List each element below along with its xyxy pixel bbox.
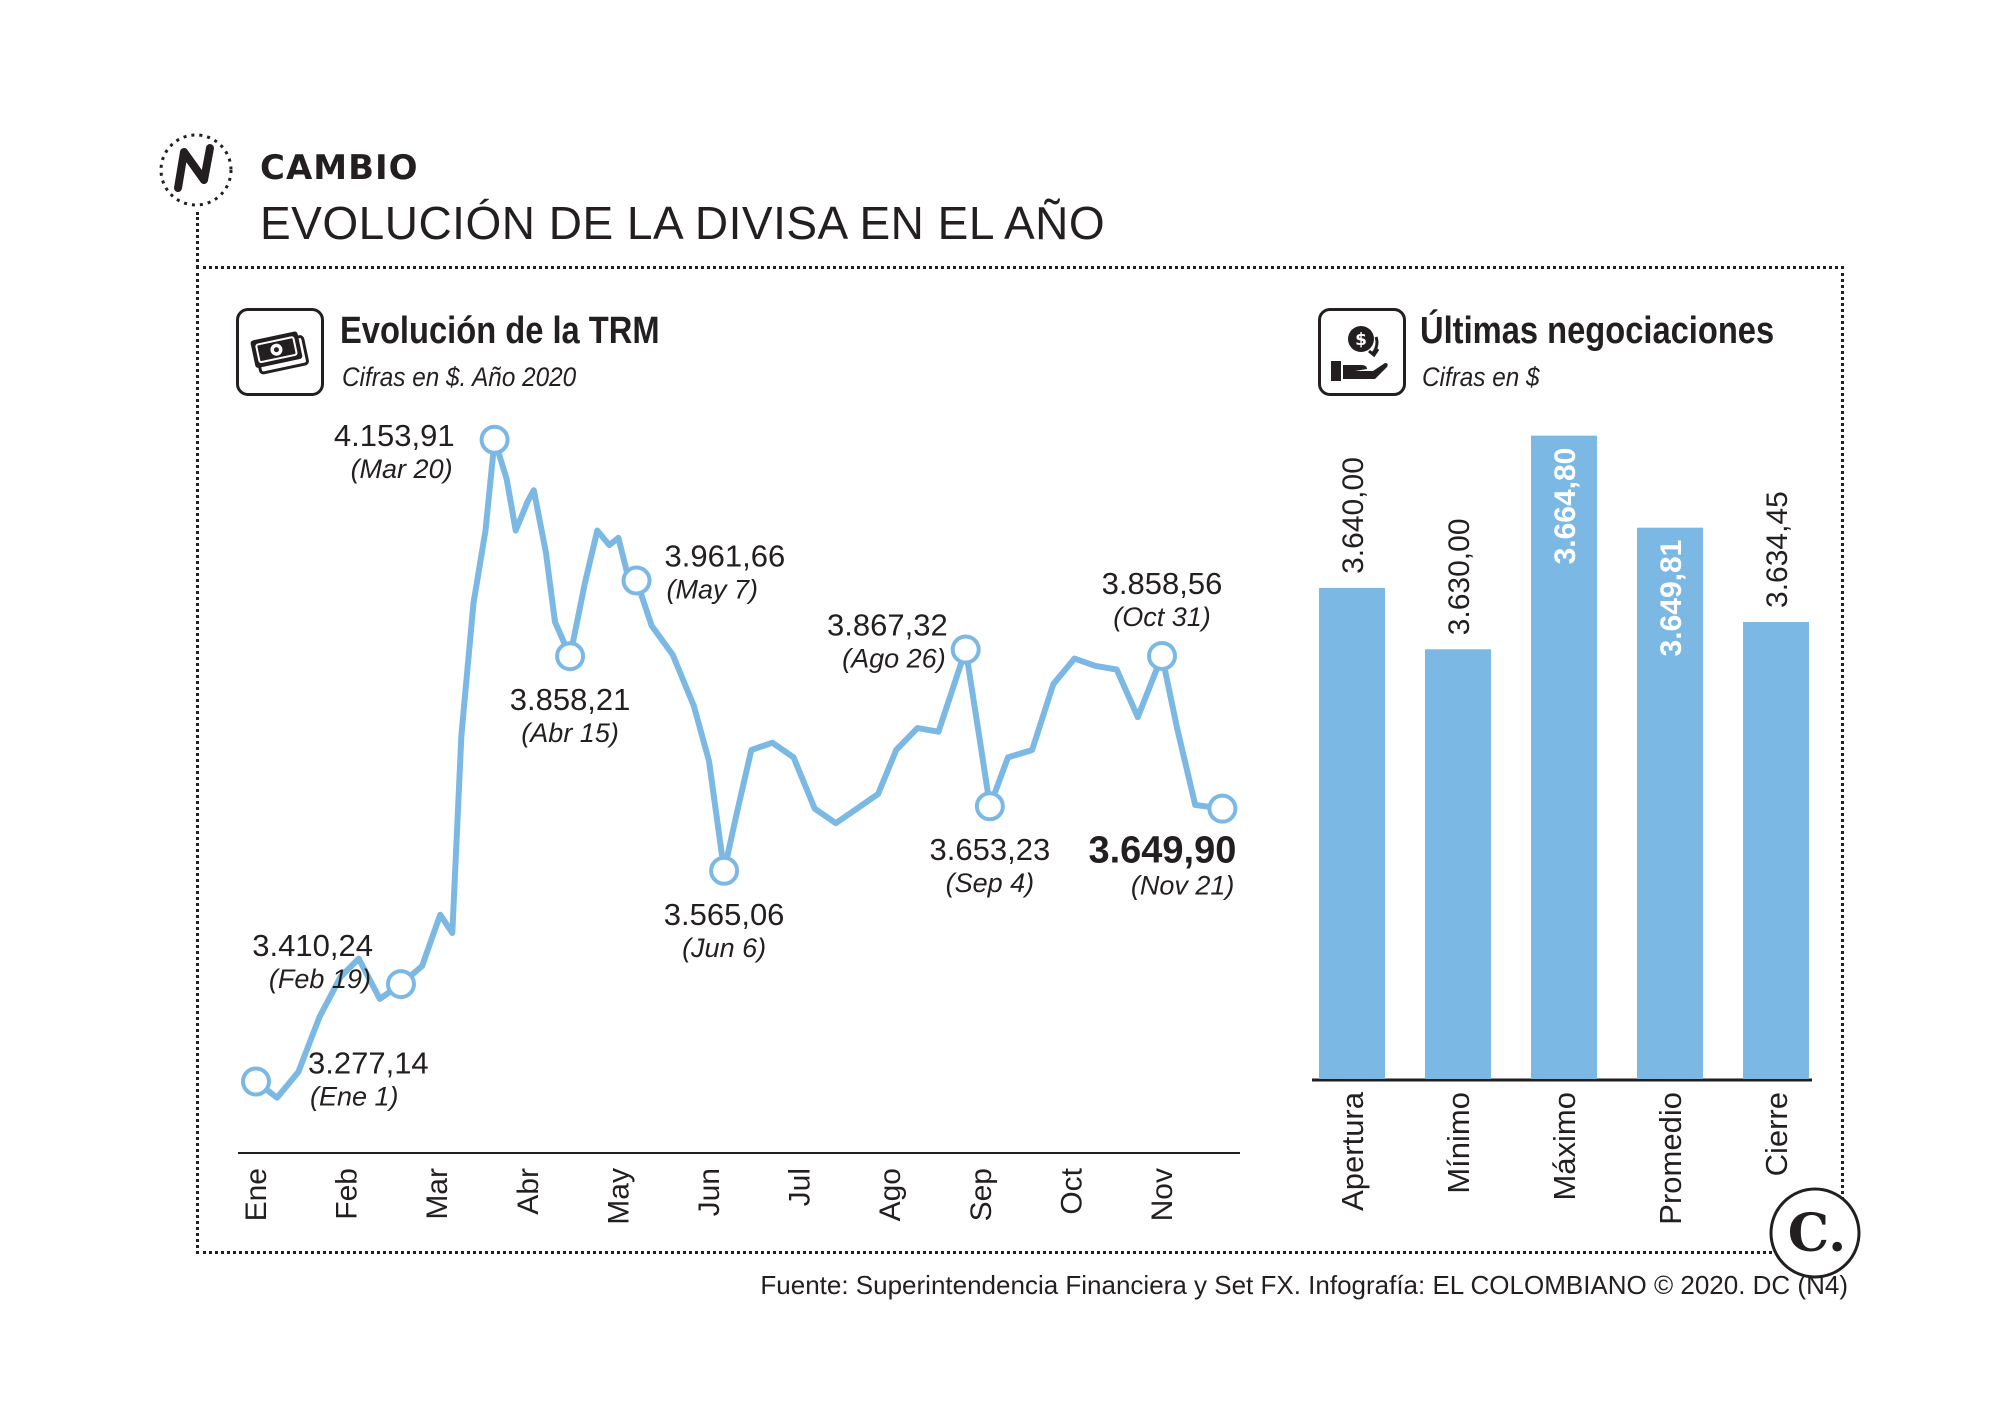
data-label-value: 3.858,56 [1102, 566, 1223, 601]
data-label-date: (Ago 26) [842, 644, 946, 674]
data-label-value: 3.410,24 [252, 928, 373, 963]
infographic-frame [196, 266, 1844, 1254]
bar-value-label: 3.634,45 [1761, 491, 1794, 608]
data-label-value: 3.653,23 [930, 832, 1051, 867]
negociaciones-bar-chart: 3.640,00 Apertura 3.630,00 Mínimo 3.664,80 Má… [1312, 435, 1812, 1225]
bar-máximo [1531, 435, 1597, 1080]
data-label-date: (May 7) [667, 574, 759, 604]
data-label-date: (Nov 21) [1131, 871, 1235, 901]
logo-letter: C. [1788, 1203, 1847, 1264]
x-tick-label: Mar [421, 1168, 454, 1220]
data-point-marker [479, 424, 510, 455]
data-label-value: 3.867,32 [827, 608, 948, 643]
x-tick-label: Abr [512, 1168, 545, 1215]
bar-promedio [1637, 527, 1703, 1079]
trm-chart-subtitle: Cifras en $. Año 2020 [342, 362, 577, 392]
bar-value-label: 3.630,00 [1443, 518, 1476, 635]
bar-value-label: 3.664,80 [1549, 448, 1582, 565]
data-point-marker [1147, 640, 1177, 671]
bar-category-label: Promedio [1653, 1092, 1688, 1225]
trm-chart-title: Evolución de la TRM [340, 310, 660, 352]
brand-n-icon [159, 133, 233, 207]
x-tick-label: May [602, 1168, 635, 1225]
bar-apertura [1319, 587, 1385, 1079]
data-point-marker [621, 565, 652, 596]
section-label: CAMBIO [260, 148, 419, 188]
x-tick-label: Ene [240, 1168, 273, 1221]
data-point-marker [950, 634, 981, 665]
trm-series-line [253, 436, 1226, 1101]
hand-coin-icon: $ [1318, 308, 1406, 396]
data-label-value: 3.277,14 [308, 1045, 429, 1080]
data-point-marker [241, 1066, 271, 1097]
data-label-value: 3.565,06 [664, 897, 785, 932]
bar-value-label: 3.640,00 [1337, 457, 1370, 574]
data-label-date: (Mar 20) [351, 454, 453, 484]
data-label-value: 3.858,21 [510, 682, 631, 717]
data-point-marker [555, 641, 586, 672]
bar-value-label: 3.649,81 [1655, 540, 1688, 657]
data-label-date: (Feb 19) [269, 964, 371, 994]
svg-text:$: $ [1355, 330, 1367, 350]
bar-cierre [1743, 621, 1809, 1079]
x-tick-label: Feb [331, 1168, 364, 1220]
data-label-date: (Sep 4) [946, 868, 1035, 898]
data-label-value: 4.153,91 [334, 418, 455, 453]
data-point-marker [385, 969, 416, 1000]
negociaciones-chart-title: Últimas negociaciones [1420, 310, 1775, 352]
x-tick-label: Sep [965, 1168, 998, 1221]
x-tick-label: Oct [1055, 1167, 1088, 1214]
data-point-marker [709, 855, 740, 886]
money-icon [236, 308, 324, 396]
data-point-marker [1207, 793, 1238, 824]
data-label-date: (Oct 31) [1113, 602, 1211, 632]
x-tick-label: Ago [874, 1168, 907, 1221]
data-label-date: (Abr 15) [521, 718, 619, 748]
data-label-date: (Ene 1) [310, 1081, 399, 1111]
bar-category-label: Cierre [1759, 1092, 1794, 1176]
bar-category-label: Máximo [1547, 1092, 1582, 1201]
x-tick-label: Jun [693, 1168, 726, 1216]
data-label-date: (Jun 6) [682, 933, 766, 963]
el-colombiano-logo: C. [1769, 1187, 1861, 1279]
bar-category-label: Apertura [1335, 1091, 1370, 1211]
x-tick-label: Nov [1146, 1168, 1179, 1221]
x-tick-label: Jul [784, 1168, 817, 1206]
source-credit: Fuente: Superintendencia Financiera y Se… [760, 1270, 1848, 1300]
page-title: EVOLUCIÓN DE LA DIVISA EN EL AÑO [260, 197, 1106, 249]
data-point-marker [974, 791, 1005, 822]
data-label-value: 3.961,66 [665, 538, 786, 573]
frame-connector [196, 212, 199, 268]
data-label-value: 3.649,90 [1088, 830, 1236, 872]
bar-category-label: Mínimo [1441, 1092, 1476, 1194]
negociaciones-chart-subtitle: Cifras en $ [1422, 362, 1540, 392]
bar-mínimo [1425, 649, 1491, 1079]
trm-line-chart: Ene Feb Mar Abr May Jun Jul Ago Sep Oct Nov 3.277,1… [238, 418, 1240, 1225]
